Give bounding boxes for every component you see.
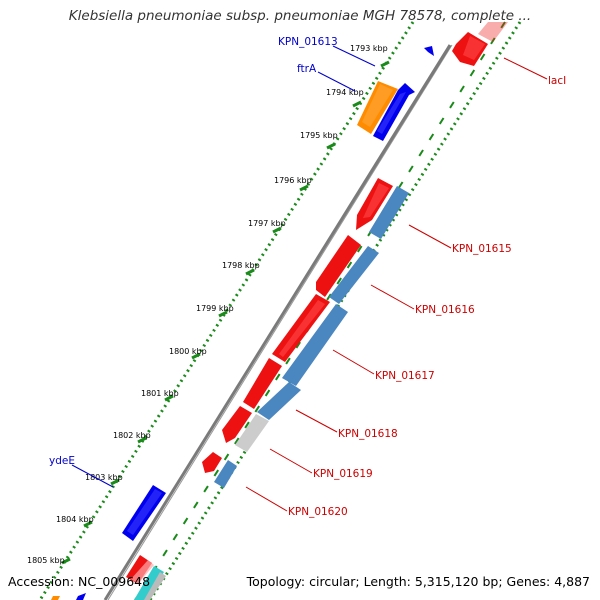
kbp-label-1800: 1800 kbp bbox=[169, 347, 207, 356]
kbp-label-1803: 1803 kbp bbox=[85, 473, 123, 482]
gene-kpn01616-steel[interactable] bbox=[329, 246, 379, 304]
gene-label-kpn01615[interactable]: KPN_01615 bbox=[452, 243, 512, 255]
callout-kpn01618 bbox=[295, 409, 338, 433]
gene-kpn01616[interactable] bbox=[316, 235, 361, 297]
callout-kpn01615 bbox=[408, 224, 452, 249]
kbp-label-1796: 1796 kbp bbox=[274, 176, 312, 185]
gene-label-kpn01613[interactable]: KPN_01613 bbox=[278, 36, 338, 48]
kbp-label-1797: 1797 kbp bbox=[248, 219, 286, 228]
map-title: Klebsiella pneumoniae subsp. pneumoniae … bbox=[68, 8, 532, 24]
callout-kpn01620 bbox=[245, 486, 288, 512]
kbp-label-1802: 1802 kbp bbox=[113, 431, 151, 440]
gene-kpn01620-steel[interactable] bbox=[214, 460, 237, 488]
gene-kpn01617-steel[interactable] bbox=[282, 304, 348, 386]
gene-kpn01620[interactable] bbox=[202, 452, 222, 473]
callout-kpn01617 bbox=[332, 349, 375, 375]
callout-laci bbox=[503, 57, 548, 80]
gene-kpn01618-gray[interactable] bbox=[235, 414, 269, 452]
callout-kpn01613 bbox=[332, 45, 376, 67]
kbp-label-1798: 1798 kbp bbox=[222, 261, 260, 270]
gene-label-kpn01617[interactable]: KPN_01617 bbox=[375, 370, 435, 382]
gene-label-kpn01619[interactable]: KPN_01619 bbox=[313, 468, 373, 480]
callout-ydee bbox=[71, 464, 114, 488]
tick-marks bbox=[61, 60, 390, 565]
gene-kpn01615-steel[interactable] bbox=[369, 186, 409, 239]
reverse-genes bbox=[126, 22, 508, 600]
kbp-label-1794: 1794 kbp bbox=[326, 88, 364, 97]
callout-ftra bbox=[317, 71, 356, 92]
backbone-line bbox=[103, 44, 452, 600]
kbp-label-1793: 1793 kbp bbox=[350, 44, 388, 53]
gene-label-ftra[interactable]: ftrA bbox=[297, 63, 317, 75]
kbp-label-1795: 1795 kbp bbox=[300, 131, 338, 140]
gene-kpn01618-steel[interactable] bbox=[257, 382, 301, 420]
gene-kpn01613[interactable] bbox=[424, 46, 434, 56]
gene-bottom-cyan[interactable] bbox=[134, 566, 164, 600]
gene-label-ydee[interactable]: ydeE bbox=[49, 455, 75, 467]
kbp-label-1805: 1805 kbp bbox=[27, 556, 65, 565]
forward-genes bbox=[51, 46, 434, 600]
gene-label-kpn01616[interactable]: KPN_01616 bbox=[415, 304, 475, 316]
gene-bottom-blue[interactable] bbox=[76, 593, 86, 600]
kbp-label-1801: 1801 kbp bbox=[141, 389, 179, 398]
kbp-label-1804: 1804 kbp bbox=[56, 515, 94, 524]
gene-bottom-orange[interactable] bbox=[51, 596, 60, 600]
gene-label-laci[interactable]: lacI bbox=[548, 75, 566, 87]
gene-bottom-red[interactable] bbox=[126, 555, 152, 584]
gene-kpn01618[interactable] bbox=[243, 358, 282, 409]
gene-label-kpn01618[interactable]: KPN_01618 bbox=[338, 428, 398, 440]
genome-summary-text: Topology: circular; Length: 5,315,120 bp… bbox=[246, 574, 590, 589]
gene-label-kpn01620[interactable]: KPN_01620 bbox=[288, 506, 348, 518]
callout-kpn01616 bbox=[370, 284, 415, 310]
kbp-label-1799: 1799 kbp bbox=[196, 304, 234, 313]
callout-kpn01619 bbox=[269, 448, 313, 474]
gene-kpn01619[interactable] bbox=[222, 406, 252, 443]
accession-text: Accession: NC_009648 bbox=[8, 574, 151, 589]
